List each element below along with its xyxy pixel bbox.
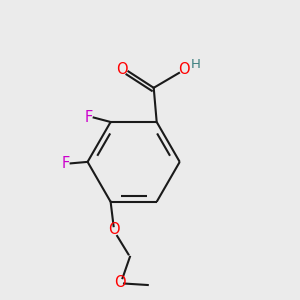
Text: O: O [108, 222, 119, 237]
Text: O: O [178, 62, 190, 77]
Text: O: O [114, 274, 125, 290]
Text: O: O [116, 61, 128, 76]
Text: F: F [61, 156, 69, 171]
Text: F: F [84, 110, 92, 125]
Text: H: H [190, 58, 200, 70]
